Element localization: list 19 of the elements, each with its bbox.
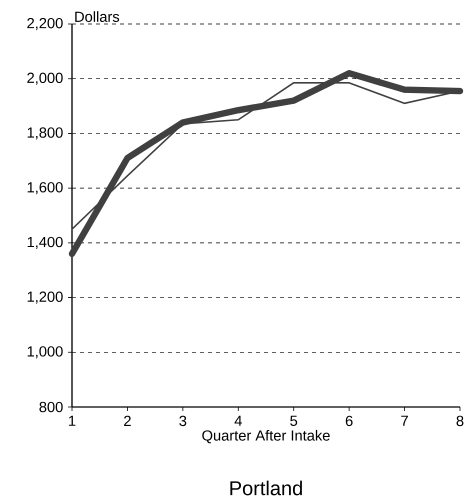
y-tick-label: 1,600 [28,182,63,194]
y-tick-label: 1,400 [28,236,63,249]
x-tick-label: 1 [69,416,76,426]
y-tick-label: 2,000 [28,72,63,85]
x-tick-label: 2 [124,416,132,426]
y-axis-title: Dollars [75,11,120,22]
y-tick-label: 1,000 [28,346,63,358]
x-tick-label: 8 [456,416,464,426]
x-axis-title: Quarter After Intake [202,430,330,444]
x-tick-label: 5 [290,416,298,426]
y-tick-label: 1,800 [28,127,63,140]
text: Portland [230,480,302,496]
y-tick-label: 1,200 [28,292,63,304]
y-tick-label: 800 [40,402,63,412]
x-tick-label: 6 [346,416,353,426]
x-tick-label: 7 [401,416,408,426]
y-tick-label: 2,200 [28,18,63,30]
x-tick-label: 4 [234,416,242,426]
x-tick-label: 3 [180,416,187,426]
